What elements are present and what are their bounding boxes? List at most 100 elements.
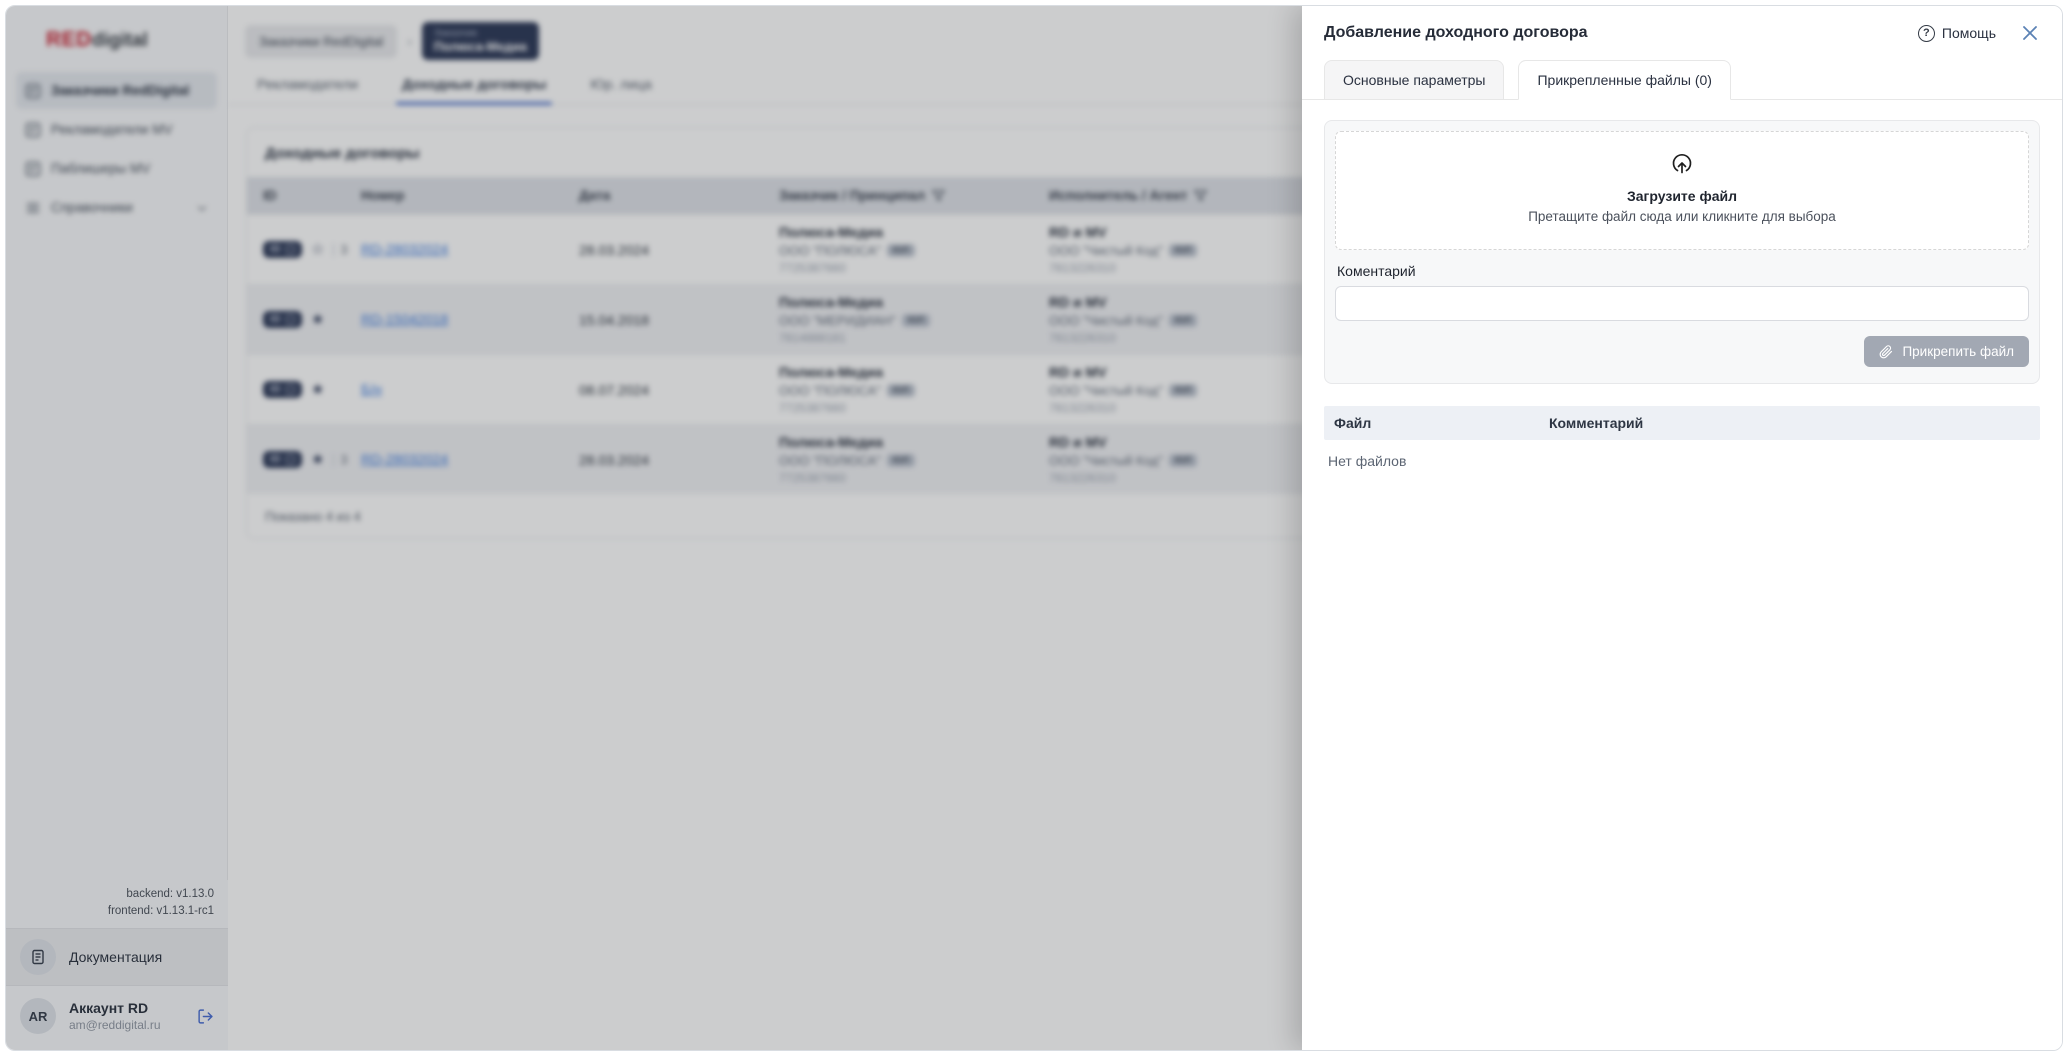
filter-icon[interactable] (1194, 189, 1208, 202)
tab-attached-files[interactable]: Прикрепленные файлы (0) (1518, 60, 1731, 100)
contract-number-link[interactable]: RD-28032024 (361, 450, 449, 467)
id-badge[interactable]: ID (263, 451, 302, 468)
org-badge: ЮЛ (1168, 454, 1197, 467)
files-col-file: Файл (1334, 415, 1372, 431)
frontend-version: frontend: v1.13.1-rc1 (107, 904, 214, 917)
filter-icon[interactable] (931, 189, 945, 202)
comment-input[interactable] (1335, 286, 2029, 321)
favorite-star-icon[interactable]: ★ (311, 381, 325, 398)
executor-cell: RD и MV ООО "Чистый Код" ЮЛ 7813226310 (1049, 434, 1789, 485)
table-footer: Показано 4 из 4 (265, 509, 361, 524)
executor-cell: RD и MV ООО "Чистый Код" ЮЛ 7813226310 (1049, 294, 1789, 345)
cloud-upload-icon (1672, 154, 1692, 174)
id-badge[interactable]: ID (263, 381, 302, 398)
account-row[interactable]: AR Аккаунт RD am@reddigital.ru (6, 985, 228, 1050)
upload-title: Загрузите файл (1627, 188, 1737, 204)
files-col-comment: Комментарий (1549, 415, 1644, 431)
logo-red: RED (46, 28, 92, 51)
attach-file-button[interactable]: Прикрепить файл (1864, 336, 2029, 367)
executor-cell: RD и MV ООО "Чистый Код" ЮЛ 7813226310 (1049, 224, 1789, 275)
contract-number-link[interactable]: Б/н (361, 380, 382, 397)
sidebar-item-advertisers-mv[interactable]: Рекламодатели MV (16, 111, 217, 148)
module-icon (25, 122, 41, 137)
chevron-down-icon (197, 205, 207, 211)
open-icon (286, 455, 295, 464)
help-label: Помощь (1941, 25, 1996, 41)
files-empty-state: Нет файлов (1328, 453, 1407, 469)
org-badge: ЮЛ (886, 384, 915, 397)
file-dropzone[interactable]: Загрузите файл Претащите файл сюда или к… (1335, 131, 2029, 250)
comment-label: Коментарий (1337, 263, 1416, 279)
upload-section: Загрузите файл Претащите файл сюда или к… (1324, 120, 2040, 384)
sidebar-item-directories[interactable]: Справочники (16, 189, 217, 226)
logo-digital: digital (91, 30, 148, 51)
contract-date: 28.03.2024 (579, 451, 650, 468)
drawer-tabs: Основные параметры Прикрепленные файлы (… (1302, 56, 2062, 100)
sidebar-item-label: Заказчики RedDigital (51, 83, 190, 98)
help-icon: ? (1917, 24, 1935, 42)
sidebar-item-label: Рекламодатели MV (51, 122, 173, 137)
col-id: ID (263, 188, 277, 203)
contract-number-link[interactable]: RD-15042018 (361, 310, 449, 327)
breadcrumb-current-name: Полюса-Медиа (433, 40, 527, 54)
sidebar-item-customers[interactable]: Заказчики RedDigital (16, 72, 217, 109)
logo: REDdigital (6, 6, 227, 52)
breadcrumb: Заказчики RedDigital › Заказчик Полюса-М… (228, 6, 2062, 60)
sidebar-item-label: Паблишеры MV (51, 161, 151, 176)
sidebar-item-publishers-mv[interactable]: Паблишеры MV (16, 150, 217, 187)
favorite-star-icon[interactable]: ★ (311, 311, 325, 328)
executor-cell: RD и MV ООО "Чистый Код" ЮЛ 7813226310 (1049, 364, 1789, 415)
contract-number-link[interactable]: RD-28032024 (361, 240, 449, 257)
version-count: 3 (333, 452, 347, 467)
customer-cell: Полюса-Медиа ООО "ПОЛЮСА" ЮЛ 7725387660 (779, 434, 1049, 485)
version-info: backend: v1.13.0 frontend: v1.13.1-rc1 (6, 880, 228, 929)
module-icon (25, 83, 41, 98)
favorite-star-icon[interactable]: ☆ (311, 241, 325, 258)
sidebar: REDdigital Заказчики RedDigital Рекламод… (6, 6, 228, 1050)
org-badge: ЮЛ (1168, 244, 1197, 257)
breadcrumb-current-kind: Заказчик (433, 27, 478, 39)
attach-file-label: Прикрепить файл (1902, 344, 2014, 359)
id-badge[interactable]: ID (263, 311, 302, 328)
sidebar-bottom: backend: v1.13.0 frontend: v1.13.1-rc1 Д… (6, 879, 228, 1050)
documentation-link[interactable]: Документация (6, 928, 228, 985)
drawer-header: Добавление доходного договора ? Помощь (1302, 6, 2062, 56)
account-name: Аккаунт RD (69, 1000, 149, 1016)
contract-date: 28.03.2024 (579, 241, 650, 258)
account-email: am@reddigital.ru (69, 1018, 161, 1032)
tab-income-contracts[interactable]: Доходные договоры (396, 76, 553, 105)
id-badge[interactable]: ID (263, 241, 302, 258)
breadcrumb-current[interactable]: Заказчик Полюса-Медиа (421, 22, 539, 60)
main-tabs: Рекламодатели Доходные договоры Юр. лица (228, 76, 2062, 105)
breadcrumb-separator: › (407, 33, 412, 49)
table-row: ID ★ Б/н 08.07.2024 Полюса-Медиа ООО "ПО… (247, 354, 1805, 424)
help-button[interactable]: ? Помощь (1917, 24, 1996, 42)
close-icon[interactable] (2022, 25, 2038, 41)
modal-dim-overlay[interactable] (6, 6, 1302, 1050)
table-row: ID ☆ 3 RD-28032024 28.03.2024 Полюса-Мед… (247, 214, 1805, 284)
col-date: Дата (579, 188, 611, 203)
org-badge: ЮЛ (886, 244, 915, 257)
open-icon (286, 245, 295, 254)
customer-cell: Полюса-Медиа ООО "МЕРИДИАН" ЮЛ 7814888181 (779, 294, 1049, 345)
tab-legal-entities[interactable]: Юр. лица (590, 76, 652, 92)
sidebar-nav: Заказчики RedDigital Рекламодатели MV Па… (6, 72, 227, 226)
drawer-body: Загрузите файл Претащите файл сюда или к… (1302, 100, 2062, 502)
logout-icon[interactable] (197, 1008, 214, 1025)
customer-cell: Полюса-Медиа ООО "ПОЛЮСА" ЮЛ 7725387660 (779, 364, 1049, 415)
col-number: Номер (361, 188, 405, 203)
favorite-star-icon[interactable]: ★ (311, 451, 325, 468)
breadcrumb-root[interactable]: Заказчики RedDigital (245, 24, 398, 58)
org-badge: ЮЛ (1168, 314, 1197, 327)
tab-main-params[interactable]: Основные параметры (1324, 60, 1505, 100)
customer-cell: Полюса-Медиа ООО "ПОЛЮСА" ЮЛ 7725387660 (779, 224, 1049, 275)
app-window: REDdigital Заказчики RedDigital Рекламод… (5, 5, 2063, 1051)
sidebar-item-label: Справочники (51, 200, 133, 215)
backend-version: backend: v1.13.0 (126, 887, 214, 900)
avatar: AR (20, 998, 56, 1034)
tab-advertisers[interactable]: Рекламодатели (257, 76, 359, 92)
org-badge: ЮЛ (886, 454, 915, 467)
org-badge: ЮЛ (1168, 384, 1197, 397)
module-icon (25, 161, 41, 176)
drawer-title: Добавление доходного договора (1324, 24, 1588, 41)
